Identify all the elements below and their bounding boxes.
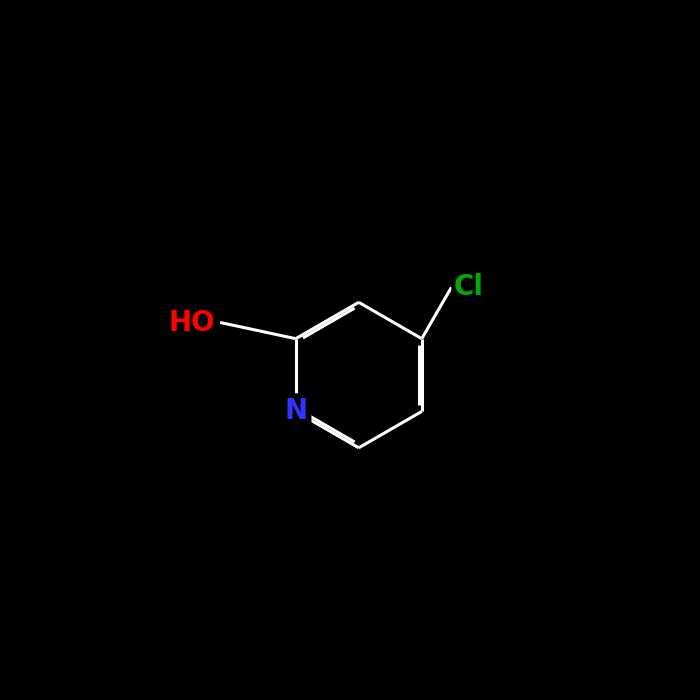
Text: N: N	[284, 398, 307, 426]
Text: Cl: Cl	[454, 273, 484, 301]
Text: HO: HO	[168, 309, 215, 337]
